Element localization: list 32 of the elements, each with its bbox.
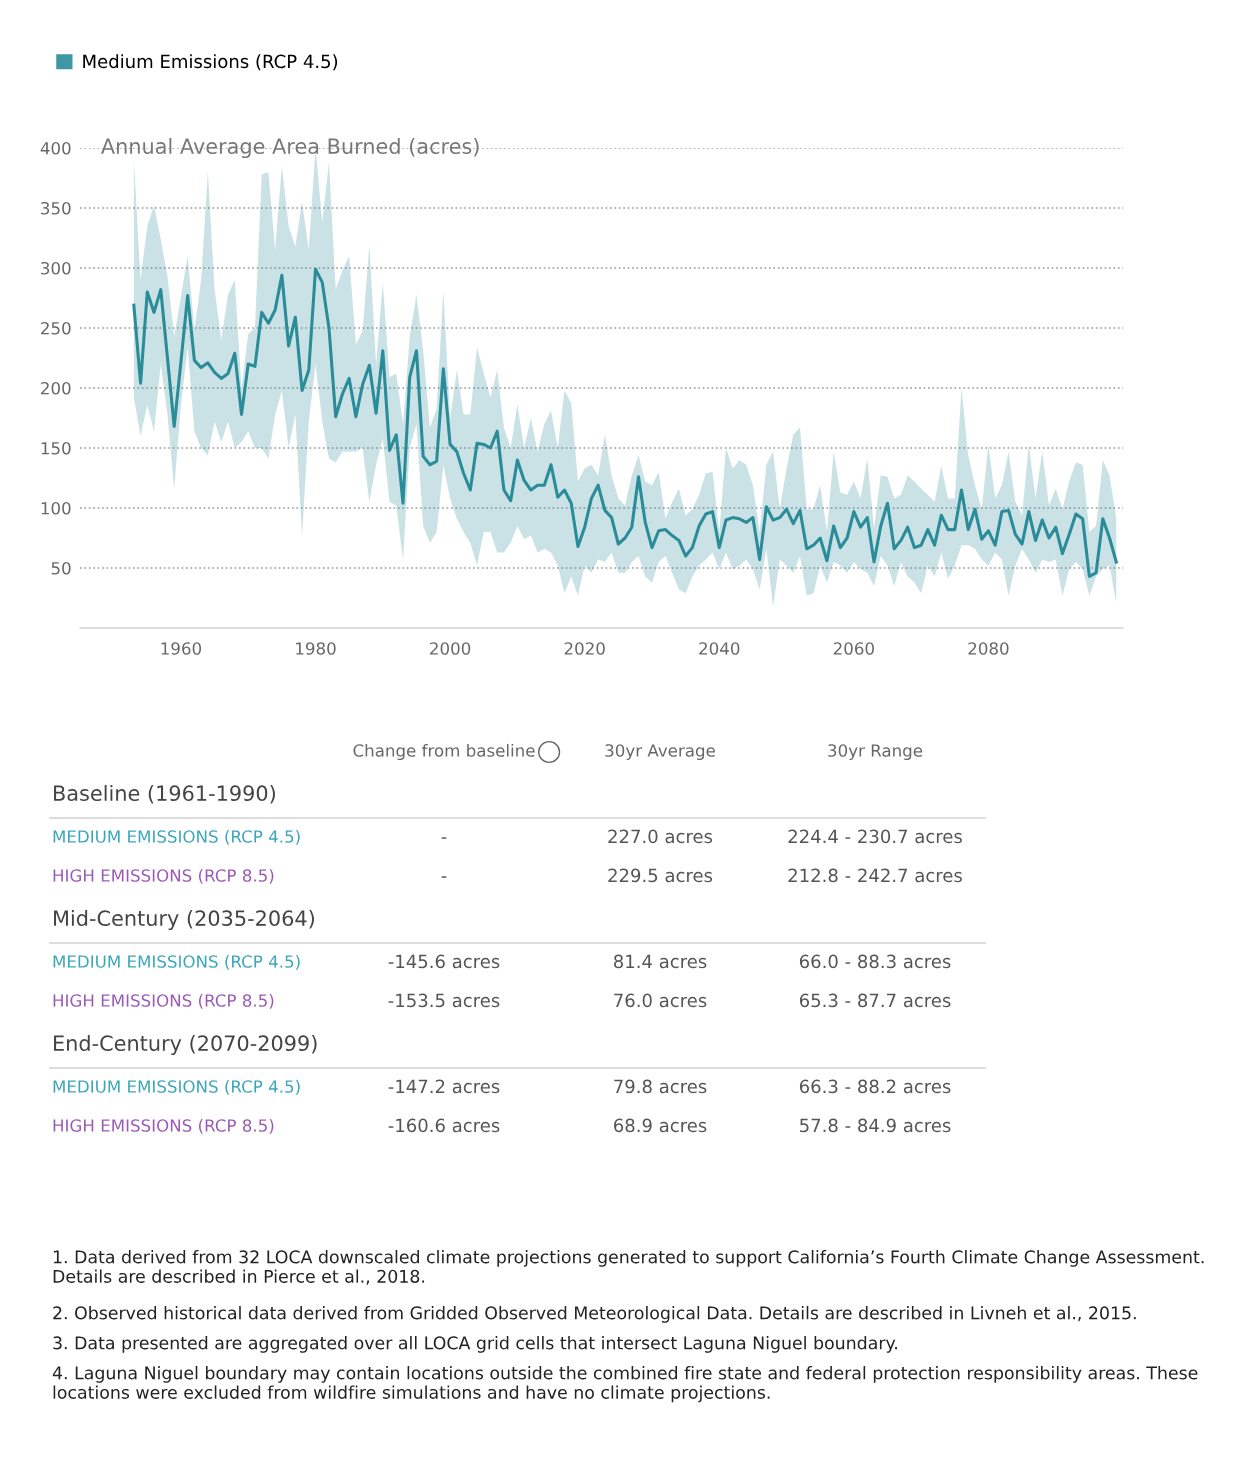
x-tick-label: 2020 (564, 642, 605, 655)
y-tick-label: 250 (41, 321, 71, 335)
y-tick-label: 400 (40, 141, 71, 155)
text: MEDIUM EMISSIONS (RCP 4.5) -145.6 acres 81.4 acres 66.0 - 88.3 acres (53, 954, 951, 970)
y-tick-label: 350 (41, 201, 71, 215)
text: End-Century (2070-2099) (54, 1034, 317, 1056)
y-tick-label: 100 (41, 501, 71, 515)
text: Baseline (1961-1990) (54, 784, 275, 804)
x-tick-label: 2060 (833, 642, 874, 655)
text: Change from baseline 30yr Average 30yr Range (353, 743, 923, 761)
text: 2. Observed historical data derived from Gridded Observed Meteorological Data. Details are described in Livneh et al., 2015. (53, 1306, 1136, 1323)
x-tick-label: 2040 (699, 642, 740, 655)
line-series (132, 267, 1118, 578)
x-tick-label: 2000 (430, 642, 471, 655)
x-tick-label: 1960 (161, 642, 202, 655)
y-tick-label: 300 (41, 261, 71, 275)
text: HIGH EMISSIONS (RCP 8.5) -160.6 acres 68.9 acres 57.8 - 84.9 acres (53, 1118, 951, 1134)
y-axis-title: Annual Average Area Burned (acres) (101, 137, 479, 159)
text: Mid-Century (2035-2064) (54, 909, 314, 931)
text: 4. Laguna Niguel boundary may contain locations outside the combined fire state and federal protection responsibility areas. These locations were excluded from wildfire simulations and have no climate projections. (52, 1366, 1198, 1403)
legend-label: Medium Emissions (RCP 4.5) (83, 54, 338, 71)
text: 3. Data presented are aggregated over all LOCA grid cells that intersect Laguna Niguel boundary. (53, 1336, 897, 1353)
text: HIGH EMISSIONS (RCP 8.5) -153.5 acres 76.0 acres 65.3 - 87.7 acres (53, 993, 951, 1009)
y-tick-label: 150 (41, 441, 71, 455)
text: MEDIUM EMISSIONS (RCP 4.5) - 227.0 acres 224.4 - 230.7 acres (53, 829, 962, 845)
x-tick-label: 1980 (296, 642, 336, 655)
text: MEDIUM EMISSIONS (RCP 4.5) -147.2 acres 79.8 acres 66.3 - 88.2 acres (53, 1079, 951, 1095)
y-tick-label: 50 (51, 561, 71, 575)
x-tick-label: 2080 (968, 642, 1009, 655)
text: HIGH EMISSIONS (RCP 8.5) - 229.5 acres 212.8 - 242.7 acres (53, 868, 962, 884)
text: 1. Data derived from 32 LOCA downscaled climate projections generated to support California’s Fourth Climate Change Assessment. Details are described in Pierce et al., 2018. (53, 1250, 1204, 1285)
y-tick-label: 200 (41, 381, 71, 395)
